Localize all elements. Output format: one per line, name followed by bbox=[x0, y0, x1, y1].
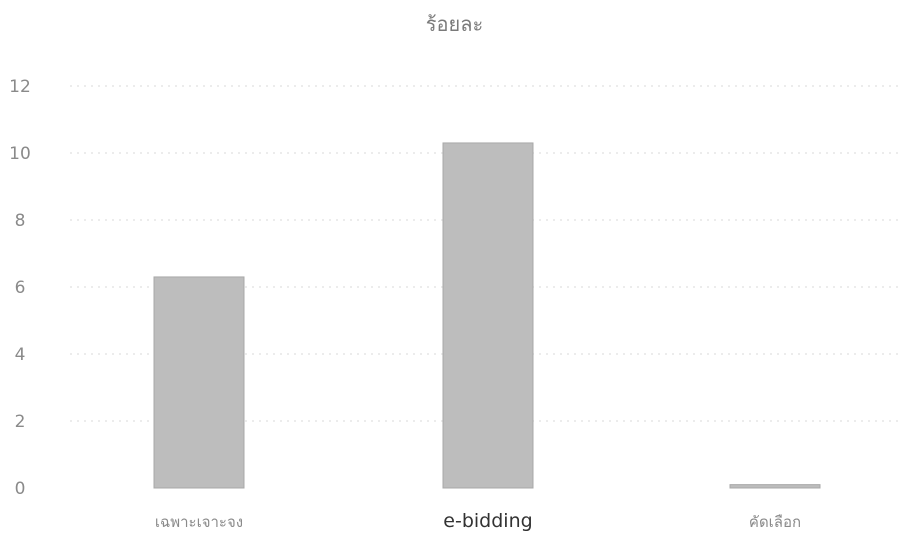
y-tick-label: 4 bbox=[15, 345, 26, 365]
y-tick-label: 8 bbox=[15, 211, 26, 231]
x-axis-ticks: เฉพาะเจาะจง e-bidding คัดเลือก bbox=[155, 510, 801, 532]
bar bbox=[442, 142, 534, 489]
y-tick-label: 6 bbox=[15, 278, 26, 298]
bar bbox=[153, 276, 245, 489]
y-tick-label: 12 bbox=[9, 77, 31, 97]
y-tick-label: 10 bbox=[9, 144, 31, 164]
x-tick-label: คัดเลือก bbox=[749, 513, 801, 531]
chart-title: ร้อยละ bbox=[425, 12, 484, 36]
x-tick-label: เฉพาะเจาะจง bbox=[155, 513, 243, 531]
bar bbox=[729, 484, 821, 489]
y-tick-label: 0 bbox=[15, 479, 26, 499]
bars bbox=[153, 142, 821, 489]
y-tick-label: 2 bbox=[15, 412, 26, 432]
y-axis-ticks: 0 2 4 6 8 10 12 bbox=[9, 77, 31, 499]
x-tick-label: e-bidding bbox=[443, 510, 532, 532]
